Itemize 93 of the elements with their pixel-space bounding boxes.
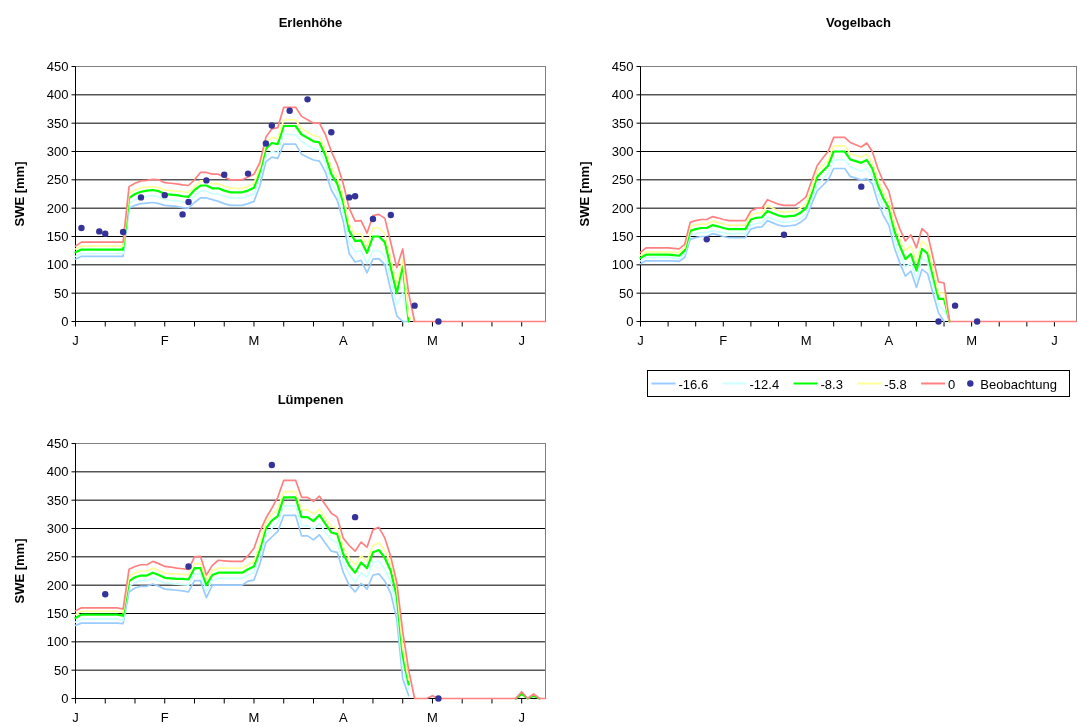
legend-label: 0 <box>948 376 956 392</box>
y-tick-label: 50 <box>619 285 634 301</box>
legend-label: -8.3 <box>820 376 843 392</box>
point <box>244 170 252 177</box>
point <box>78 224 85 232</box>
x-tick-label: J <box>637 332 644 348</box>
legend-label: -5.8 <box>884 376 907 392</box>
y-tick-label: 250 <box>46 549 69 565</box>
point <box>387 211 395 219</box>
point <box>351 513 359 521</box>
x-tick-label: J <box>72 709 79 725</box>
legend-label: -12.4 <box>749 376 780 392</box>
point <box>96 228 103 235</box>
y-tick-label: 450 <box>46 59 69 74</box>
x-tick-label: M <box>966 332 978 348</box>
point <box>102 230 109 237</box>
x-tick-label: A <box>884 332 894 348</box>
point <box>351 193 359 200</box>
y-tick-label: 100 <box>46 634 69 650</box>
y-tick-label: 100 <box>611 257 634 273</box>
point <box>161 191 168 199</box>
y-tick-label: 300 <box>46 521 69 536</box>
point <box>858 183 865 190</box>
y-tick-label: 350 <box>46 115 69 131</box>
legend-label: -16.6 <box>678 376 709 392</box>
x-tick-label: J <box>72 332 79 348</box>
y-tick-label: 0 <box>61 691 69 706</box>
x-tick-label: A <box>338 709 348 725</box>
x-tick-label: M <box>800 332 812 348</box>
point <box>780 231 788 238</box>
y-tick-label: 0 <box>626 314 634 329</box>
y-axis-title: SWE [mm] <box>11 538 27 604</box>
y-axis-title: SWE [mm] <box>576 161 592 227</box>
point <box>304 96 311 103</box>
x-tick-label: M <box>427 709 438 725</box>
point <box>973 318 981 325</box>
x-tick-label: F <box>719 332 728 348</box>
chart-title: Erlenhöhe <box>278 14 343 30</box>
x-tick-label: J <box>518 332 525 348</box>
y-tick-label: 250 <box>46 172 69 188</box>
point <box>435 695 442 702</box>
chart-title: Lümpenen <box>277 391 344 407</box>
point <box>268 461 276 469</box>
x-tick-label: J <box>518 709 525 725</box>
y-tick-label: 400 <box>611 87 634 103</box>
point <box>203 177 210 184</box>
x-tick-label: J <box>1051 332 1058 348</box>
y-tick-label: 150 <box>46 606 69 621</box>
point <box>221 171 228 178</box>
point <box>185 198 192 206</box>
y-tick-label: 150 <box>46 229 69 244</box>
legend-label: Beobachtung <box>980 376 1057 392</box>
point <box>951 302 959 309</box>
point <box>137 194 145 201</box>
point <box>435 318 442 325</box>
y-axis-title: SWE [mm] <box>11 161 27 227</box>
y-tick-label: 200 <box>46 577 69 593</box>
x-tick-label: M <box>248 709 260 725</box>
point <box>102 591 109 598</box>
y-tick-label: 450 <box>46 436 69 451</box>
y-tick-label: 400 <box>46 464 69 480</box>
x-tick-label: A <box>338 332 348 348</box>
y-tick-label: 350 <box>611 115 634 131</box>
point <box>262 140 270 147</box>
point <box>935 318 942 325</box>
point <box>179 211 186 218</box>
y-tick-label: 200 <box>46 200 69 216</box>
y-tick-label: 150 <box>611 229 634 244</box>
y-tick-label: 200 <box>611 200 634 216</box>
point <box>345 194 353 201</box>
point <box>119 228 127 236</box>
y-tick-label: 100 <box>46 257 69 273</box>
y-tick-label: 450 <box>611 59 634 74</box>
point <box>411 302 418 309</box>
x-tick-label: M <box>248 332 260 348</box>
x-tick-label: F <box>160 709 169 725</box>
y-tick-label: 400 <box>46 87 69 103</box>
y-tick-label: 50 <box>54 285 69 301</box>
point <box>369 215 377 223</box>
y-tick-label: 50 <box>54 662 69 678</box>
point <box>268 122 276 129</box>
y-tick-label: 300 <box>46 144 69 159</box>
chart-title: Vogelbach <box>826 14 891 30</box>
x-tick-label: M <box>427 332 438 348</box>
y-tick-label: 250 <box>611 172 634 188</box>
point <box>703 236 710 243</box>
point <box>185 563 192 570</box>
x-tick-label: F <box>160 332 169 348</box>
y-tick-label: 350 <box>46 492 69 508</box>
point <box>286 107 293 114</box>
y-tick-label: 300 <box>611 144 634 159</box>
y-tick-label: 0 <box>61 314 69 329</box>
point <box>328 129 335 136</box>
